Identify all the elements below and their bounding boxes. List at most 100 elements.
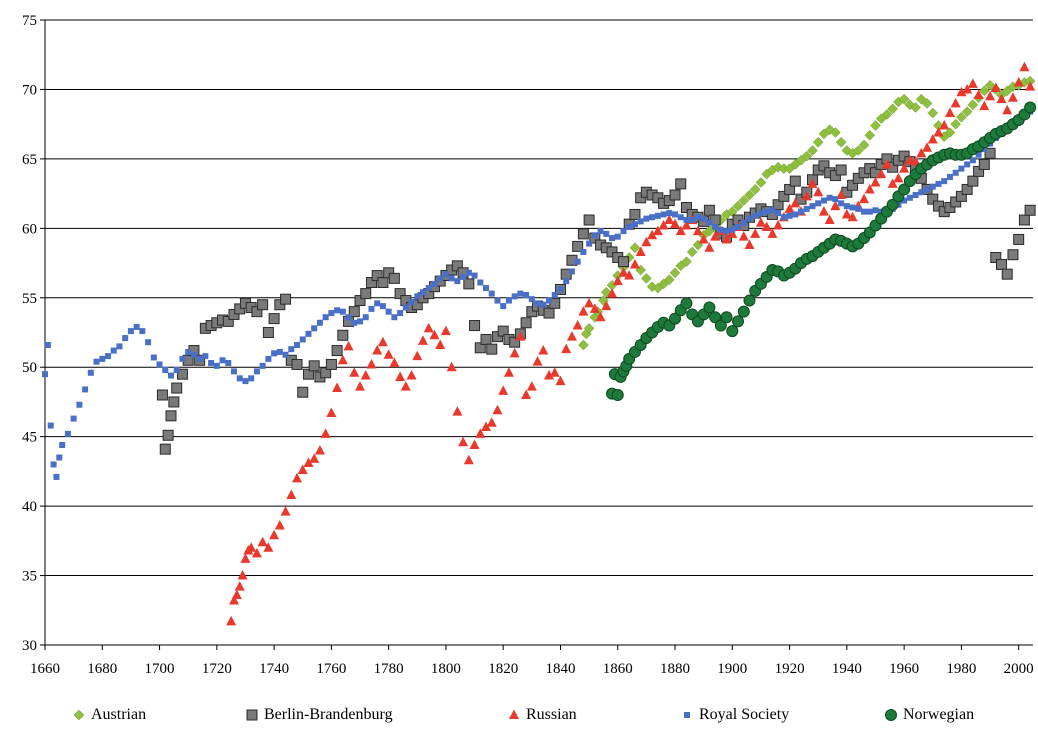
data-point — [660, 211, 667, 218]
data-point — [56, 454, 63, 461]
data-point — [231, 589, 242, 599]
data-point — [922, 142, 933, 152]
data-point — [276, 348, 283, 355]
data-point — [680, 297, 693, 310]
data-point — [932, 200, 944, 212]
data-point — [259, 362, 266, 369]
data-point — [830, 127, 841, 138]
data-point — [355, 381, 366, 391]
legend-marker-shape — [885, 709, 897, 721]
data-point — [1018, 214, 1030, 226]
data-point — [984, 147, 996, 159]
data-point — [935, 180, 942, 187]
data-point — [150, 354, 157, 361]
data-point — [601, 300, 612, 311]
data-point — [269, 529, 280, 540]
data-point — [1007, 249, 1019, 261]
data-point — [916, 147, 927, 158]
data-point — [798, 208, 805, 215]
data-point — [801, 190, 812, 201]
legend-label: Berlin-Brandenburg — [264, 706, 393, 723]
data-point — [435, 339, 446, 349]
data-point — [47, 422, 54, 429]
x-tick-label: 1940 — [832, 661, 862, 677]
data-point — [944, 202, 956, 213]
data-point — [497, 325, 509, 337]
data-point — [1019, 61, 1030, 72]
data-point — [996, 93, 1007, 104]
data-point — [379, 303, 386, 310]
data-point — [858, 139, 870, 151]
data-point — [577, 228, 589, 240]
data-point — [64, 430, 71, 437]
data-point — [933, 127, 944, 137]
data-point — [735, 223, 742, 230]
data-point — [521, 389, 532, 399]
data-point — [360, 370, 371, 380]
x-tick-label: 1980 — [946, 661, 976, 677]
legend-marker-shape — [509, 709, 519, 719]
x-tick-label: 1880 — [660, 661, 690, 677]
data-point — [486, 417, 497, 427]
data-point — [463, 278, 475, 290]
x-tick-label: 1860 — [603, 661, 633, 677]
data-point — [395, 371, 406, 381]
data-point — [830, 200, 841, 211]
data-point — [784, 183, 796, 195]
data-point — [809, 203, 816, 210]
data-point — [185, 348, 192, 355]
data-point — [586, 240, 593, 247]
data-point — [190, 351, 197, 358]
data-point — [689, 217, 696, 223]
data-point — [299, 336, 306, 343]
x-tick-label: 1700 — [145, 661, 175, 677]
data-point — [658, 220, 669, 230]
data-point — [360, 288, 372, 300]
data-point — [624, 270, 635, 280]
data-point — [750, 228, 761, 238]
data-point — [635, 192, 647, 204]
series-russian — [226, 61, 1036, 626]
data-point — [280, 293, 292, 305]
data-point — [969, 157, 976, 164]
data-point — [584, 297, 595, 308]
data-point — [471, 272, 478, 279]
data-point — [257, 299, 269, 311]
data-point — [572, 240, 584, 252]
data-point — [213, 362, 220, 369]
data-point — [225, 360, 232, 367]
data-point — [712, 223, 719, 230]
data-point — [133, 323, 140, 330]
data-point — [683, 217, 690, 223]
data-point — [861, 208, 868, 215]
data-point — [924, 186, 931, 193]
data-point — [813, 186, 824, 197]
data-point — [234, 581, 245, 591]
data-point — [703, 301, 716, 314]
data-point — [282, 351, 289, 358]
data-point — [168, 396, 180, 408]
data-point — [280, 506, 291, 516]
data-point — [578, 306, 589, 316]
data-point — [357, 318, 364, 325]
data-point — [286, 489, 297, 499]
x-axis-tick-labels: 1660 1680 1700 1720 1740 1760 1780 1800 1820 1840… — [30, 661, 1034, 677]
data-point — [477, 279, 484, 286]
data-point — [320, 428, 331, 438]
data-point — [505, 297, 512, 304]
data-point — [663, 195, 675, 207]
data-point — [159, 443, 171, 455]
data-point — [964, 161, 971, 168]
data-point — [511, 293, 518, 300]
data-point — [452, 406, 463, 416]
data-point — [611, 389, 624, 401]
data-point — [520, 317, 532, 329]
data-point — [377, 336, 388, 347]
data-point — [42, 371, 48, 378]
data-point — [910, 102, 921, 113]
data-point — [474, 342, 486, 354]
data-point — [881, 158, 892, 169]
y-tick-label: 40 — [22, 499, 37, 515]
data-point — [835, 136, 847, 148]
data-point — [990, 252, 1002, 263]
